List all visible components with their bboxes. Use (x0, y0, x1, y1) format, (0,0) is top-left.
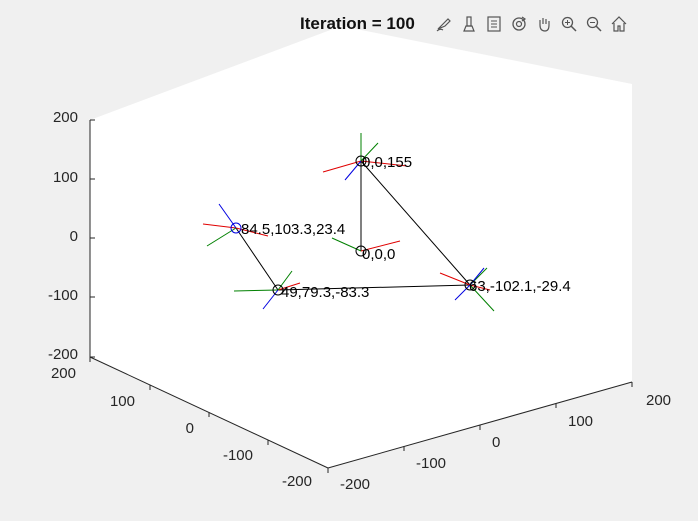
zoom-out-icon[interactable] (582, 12, 606, 36)
link (360, 160, 471, 286)
node-marker (464, 279, 476, 291)
node-label: 63,-102.1,-29.4 (469, 278, 571, 295)
x-tick-label: 0 (492, 434, 500, 451)
y-tick-label: -100 (223, 447, 253, 464)
node-label: 84.5,103.3,23.4 (241, 221, 345, 238)
node-marker (355, 245, 367, 257)
rotate-3d-icon[interactable] (507, 12, 531, 36)
axes-toolbar (432, 12, 631, 36)
node-label: 0,0,155 (362, 154, 412, 171)
data-cursor-icon[interactable] (457, 12, 481, 36)
y-tick-label: 100 (110, 393, 135, 410)
node-frame (233, 270, 301, 310)
tick-marks (89, 119, 633, 473)
node-label: 0,0,0 (362, 246, 395, 263)
home-icon[interactable] (607, 12, 631, 36)
pan-icon[interactable] (532, 12, 556, 36)
node-marker (272, 284, 284, 296)
y-tick-label: -200 (282, 473, 312, 490)
z-tick-label: -200 (48, 346, 78, 363)
x-tick-label: 200 (646, 392, 671, 409)
node-markers (230, 155, 476, 296)
link (235, 227, 279, 291)
node-marker (355, 155, 367, 167)
y-tick-label: 200 (51, 365, 76, 382)
x-tick-label: -200 (340, 476, 370, 493)
z-tick-label: 200 (53, 109, 78, 126)
y-tick-label: 0 (186, 420, 194, 437)
z-tick-label: 0 (70, 228, 78, 245)
x-tick-label: -100 (416, 455, 446, 472)
node-label: 49,79.3,-83.3 (281, 284, 369, 301)
zoom-in-icon[interactable] (557, 12, 581, 36)
z-tick-label: -100 (48, 287, 78, 304)
node-marker (230, 222, 242, 234)
link (277, 284, 471, 291)
plot-title: Iteration = 100 (300, 14, 415, 33)
node-frame (322, 133, 408, 181)
z-tick-label: 100 (53, 169, 78, 186)
links (235, 160, 471, 291)
legend-icon[interactable] (482, 12, 506, 36)
x-tick-label: 100 (568, 413, 593, 430)
brush-icon[interactable] (432, 12, 456, 36)
